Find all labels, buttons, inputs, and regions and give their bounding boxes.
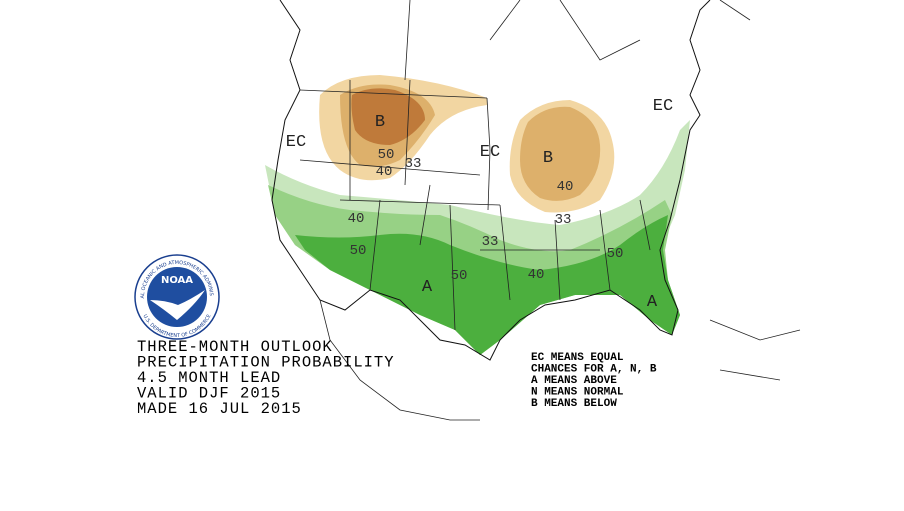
region-label: B bbox=[543, 149, 553, 168]
title-line: 4.5 MONTH LEAD bbox=[137, 369, 281, 387]
region-label: EC bbox=[653, 97, 673, 116]
region-label: EC bbox=[480, 143, 500, 162]
logo-top-ring: NATIONAL OCEANIC AND ATMOSPHERIC ADMINIS… bbox=[0, 0, 214, 299]
logo-disc bbox=[147, 267, 207, 327]
title-line: PRECIPITATION PROBABILITY bbox=[137, 354, 395, 372]
contour-label: 40 bbox=[376, 164, 393, 180]
contour-label: 33 bbox=[555, 212, 572, 228]
title-line: THREE-MONTH OUTLOOK bbox=[137, 338, 333, 356]
below-50 bbox=[351, 88, 425, 145]
region-label: A bbox=[647, 293, 658, 312]
logo-name: NOAA bbox=[161, 275, 193, 286]
coastline bbox=[271, 0, 711, 361]
region-label: A bbox=[422, 278, 433, 297]
title-line: VALID DJF 2015 bbox=[137, 385, 281, 403]
contour-label: 40 bbox=[528, 267, 545, 283]
contour-label: 50 bbox=[350, 243, 367, 259]
contour-label: 33 bbox=[405, 156, 422, 172]
legend-line: B MEANS BELOW bbox=[531, 398, 617, 410]
region-label: B bbox=[375, 113, 385, 132]
contour-label: 50 bbox=[607, 246, 624, 262]
title-line: MADE 16 JUL 2015 bbox=[137, 400, 302, 418]
legend-line: CHANCES FOR A, N, B bbox=[531, 364, 657, 376]
contour-label: 33 bbox=[482, 234, 499, 250]
legend-line: EC MEANS EQUAL bbox=[531, 352, 624, 364]
legend-line: A MEANS ABOVE bbox=[531, 375, 617, 387]
mexico-outline bbox=[319, 299, 801, 421]
contour-label: 50 bbox=[451, 268, 468, 284]
below-40b bbox=[520, 106, 601, 201]
legend-line: N MEANS NORMAL bbox=[531, 387, 624, 399]
region-label: EC bbox=[286, 133, 306, 152]
contour-label: 50 bbox=[378, 147, 395, 163]
contour-label: 40 bbox=[557, 179, 574, 195]
state-borders bbox=[299, 0, 751, 331]
contour-label: 40 bbox=[348, 211, 365, 227]
logo-bird bbox=[150, 290, 205, 320]
above-50 bbox=[295, 215, 680, 355]
